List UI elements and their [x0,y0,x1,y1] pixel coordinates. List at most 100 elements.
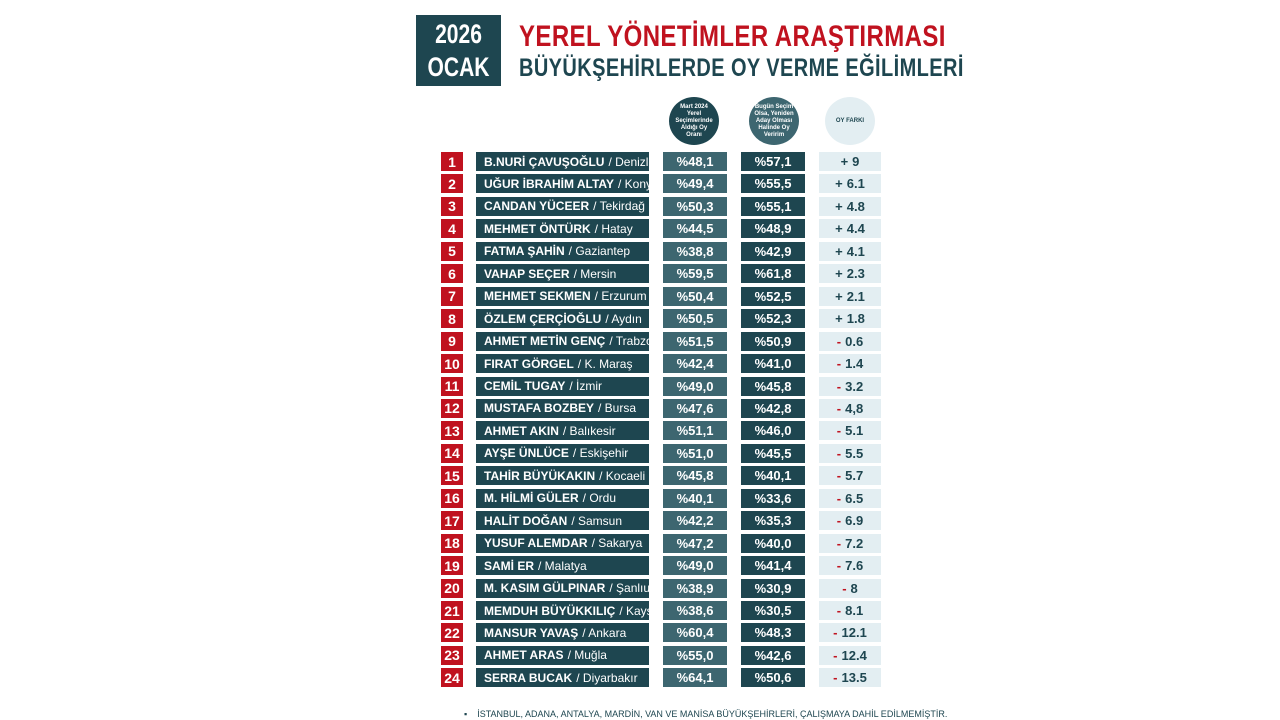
table-row: 19 SAMİ ER / Malatya %49,0 %41,4 -7.6 [0,556,1280,576]
vote-diff-cell: +4.1 [819,241,881,261]
mayor-name: SAMİ ER [484,558,535,573]
rank-badge: 10 [441,354,463,374]
diff-value: 6.5 [845,490,864,506]
city-name: / Kocaeli [599,468,646,483]
vote-diff-cell: +2.3 [819,264,881,284]
vote-diff-cell: -6.5 [819,488,881,508]
mayor-name-cell: FATMA ŞAHİN / Gaziantep [476,241,649,261]
table-row: 23 AHMET ARAS / Muğla %55,0 %42,6 -12.4 [0,645,1280,666]
rank-badge: 3 [441,196,463,216]
diff-value: 8.1 [845,603,864,618]
rank-badge: 14 [441,443,463,463]
vote-2024-cell: %49,0 [663,556,727,576]
vote-diff-cell: -5.7 [819,466,881,486]
vote-2024-cell: %40,1 [663,488,727,508]
vote-today-cell: %50,6 [741,668,805,688]
rank-badge: 19 [441,556,463,576]
vote-today-cell: %55,1 [741,196,805,216]
vote-today-cell: %52,3 [741,309,805,329]
vote-today-cell: %50,9 [741,331,805,351]
rank-badge: 2 [441,174,463,194]
vote-today-cell: %40,1 [741,466,805,486]
vote-diff-cell: +6.1 [819,174,881,194]
vote-2024-cell: %50,4 [663,286,727,306]
diff-sign: - [836,423,842,439]
city-name: / Malatya [538,558,587,573]
rank-badge: 8 [441,309,463,329]
rank-badge: 4 [441,219,463,239]
vote-today-cell: %52,5 [741,286,805,306]
vote-diff-cell: -13.5 [819,668,881,688]
mayor-name-cell: ÖZLEM ÇERÇİOĞLU / Aydın [476,309,649,329]
mayor-name: M. HİLMİ GÜLER [484,491,579,506]
vote-today-cell: %45,8 [741,376,805,396]
mayor-name: MUSTAFA BOZBEY [484,401,594,416]
table-row: 14 AYŞE ÜNLÜCE / Eskişehir %51,0 %45,5 -5.5 [0,443,1280,464]
vote-2024-cell: %48,1 [663,152,727,171]
diff-sign: - [842,580,847,596]
mayor-name-cell: VAHAP SEÇER / Mersin [476,264,649,284]
mayor-name-cell: SERRA BUCAK / Diyarbakır [476,668,649,688]
vote-diff-cell: +2.1 [819,286,881,306]
column-header-march-2024: Mart 2024 Yerel Seçimlerinde Aldığı Oy O… [669,97,719,145]
vote-diff-cell: -7.2 [819,533,881,553]
vote-2024-cell: %38,8 [663,241,727,261]
city-name: / Erzurum [594,289,647,304]
city-name: / K. Maraş [577,356,633,371]
mayor-name: MEMDUH BÜYÜKKILIÇ [484,603,616,618]
diff-sign: - [836,558,842,574]
vote-2024-cell: %55,0 [663,645,727,665]
vote-today-cell: %42,8 [741,398,805,418]
mayor-name-cell: M. HİLMİ GÜLER / Ordu [476,488,649,508]
table-row: 7 MEHMET SEKMEN / Erzurum %50,4 %52,5 +2.1 [0,286,1280,307]
vote-2024-cell: %51,5 [663,331,727,351]
mayor-name-cell: B.NURİ ÇAVUŞOĞLU / Denizli [476,152,651,171]
mayor-name-cell: TAHİR BÜYÜKAKIN / Kocaeli [476,466,649,486]
rank-badge: 13 [441,421,463,441]
city-name: / Bursa [598,401,637,416]
city-name: / Ordu [582,491,617,506]
table-row: 5 FATMA ŞAHİN / Gaziantep %38,8 %42,9 +4.1 [0,241,1280,262]
mayor-name: ÖZLEM ÇERÇİOĞLU [484,311,602,326]
mayor-name: AYŞE ÜNLÜCE [484,446,569,461]
mayor-name: CANDAN YÜCEER [484,199,590,214]
diff-sign: - [836,490,842,506]
diff-sign: + [835,176,843,192]
diff-value: 0.6 [845,333,864,349]
diff-sign: + [835,288,843,304]
diff-sign: + [835,311,843,327]
city-name: / Sakarya [591,536,643,551]
vote-diff-cell: -6.9 [819,511,881,531]
diff-sign: - [836,603,842,618]
diff-value: 2.3 [846,266,865,282]
vote-today-cell: %33,6 [741,488,805,508]
vote-diff-cell: +1.8 [819,309,881,329]
vote-2024-cell: %64,1 [663,668,727,688]
rank-badge: 22 [441,623,463,643]
table-row: 6 VAHAP SEÇER / Mersin %59,5 %61,8 +2.3 [0,264,1280,284]
city-name: / Balıkesir [562,423,616,438]
city-name: / Samsun [571,513,623,528]
page-title: YEREL YÖNETİMLER ARAŞTIRMASI [519,20,946,53]
mayor-name-cell: SAMİ ER / Malatya [476,556,649,576]
vote-2024-cell: %49,4 [663,174,727,194]
diff-value: 6.9 [845,513,864,529]
page-subtitle: BÜYÜKŞEHİRLERDE OY VERME EĞİLİMLERİ [519,54,964,82]
city-name: / Konya [618,176,659,191]
table-row: 15 TAHİR BÜYÜKAKIN / Kocaeli %45,8 %40,1 -5.7 [0,466,1280,486]
mayor-name: VAHAP SEÇER [484,266,570,281]
diff-sign: + [840,154,849,169]
diff-value: 4.8 [846,198,865,214]
diff-sign: - [833,625,838,641]
diff-value: 1.8 [846,311,865,327]
diff-sign: - [836,400,842,416]
date-badge: 2026 OCAK [416,15,501,86]
diff-value: 12.4 [841,647,867,663]
city-name: / Trabzon [609,334,660,349]
bullet-icon: ▪ [464,709,468,719]
diff-value: 8 [850,580,858,596]
diff-value: 7.6 [845,558,864,574]
mayor-name: YUSUF ALEMDAR [484,536,588,551]
diff-value: 4,8 [845,400,864,416]
table-row: 11 CEMİL TUGAY / İzmir %49,0 %45,8 -3.2 [0,376,1280,397]
